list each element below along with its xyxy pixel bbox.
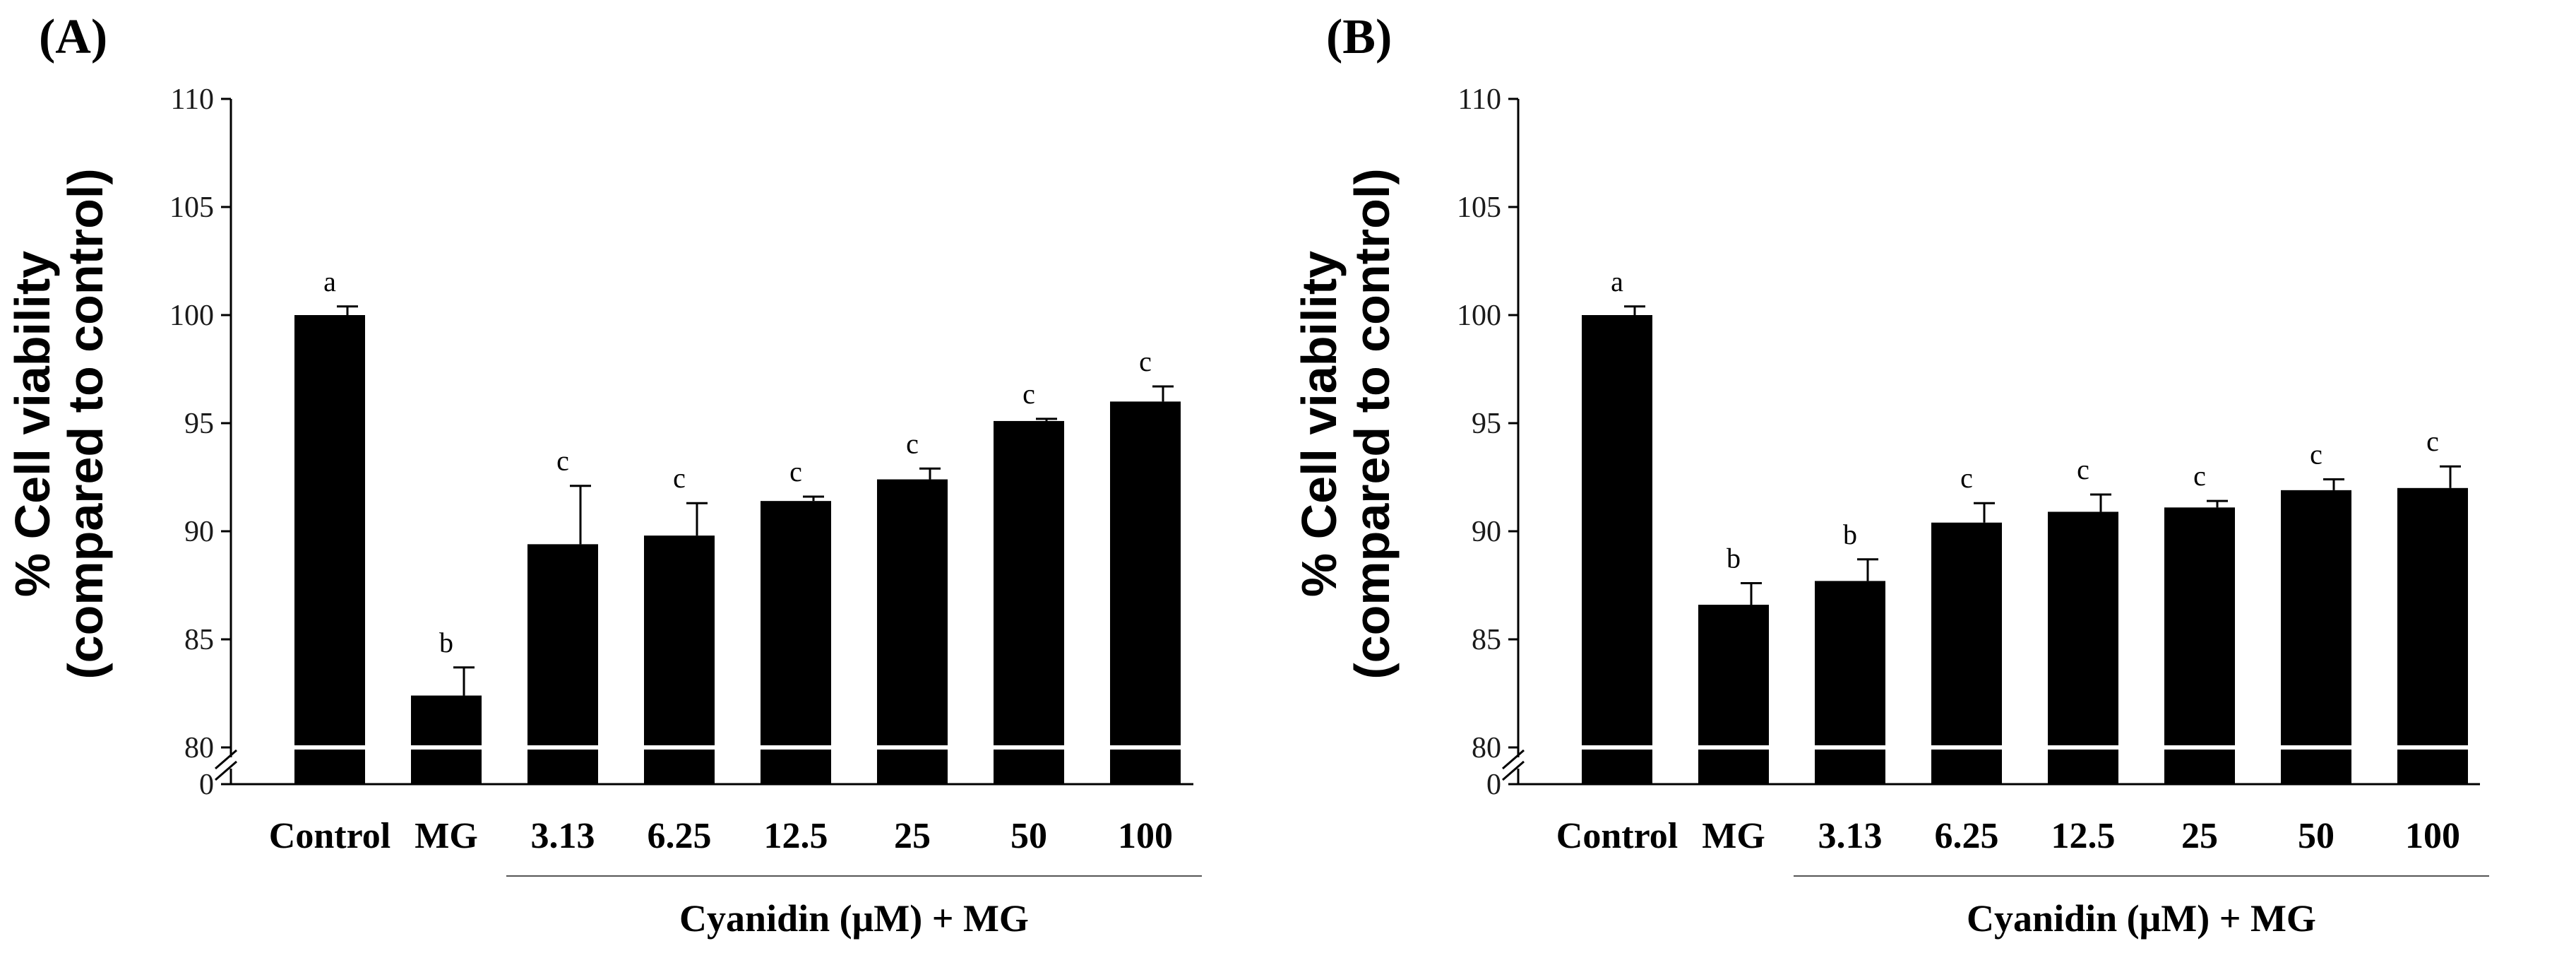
- axis-break-mark: [1502, 760, 1525, 781]
- bar-break-line: [294, 745, 365, 750]
- y-tick-label: 105: [169, 191, 214, 224]
- bar: [994, 420, 1064, 784]
- y-tick-label: 105: [1457, 191, 1501, 224]
- y-tick-label: 95: [1472, 408, 1501, 440]
- x-category-label: 3.13: [531, 816, 595, 856]
- x-category-label: 25: [894, 816, 931, 856]
- x-group-label: Cyanidin (μM) + MG: [679, 897, 1029, 940]
- bar-break-line: [1815, 745, 1885, 750]
- panel-a: (A) % Cell viability(compared to control)…: [5, 10, 1202, 940]
- x-category-label: 25: [2181, 816, 2218, 856]
- bar: [1815, 581, 1885, 784]
- panel-label: (B): [1326, 10, 1392, 64]
- significance-label: c: [789, 456, 802, 487]
- y-tick-label: 85: [184, 624, 214, 656]
- x-category-label: 6.25: [1935, 816, 1999, 856]
- y-tick-label: 110: [171, 83, 214, 116]
- bar-break-line: [994, 745, 1064, 750]
- significance-label: c: [2193, 460, 2206, 492]
- significance-label: c: [1022, 378, 1035, 410]
- x-category-label: MG: [1702, 816, 1765, 856]
- significance-label: c: [1139, 345, 1152, 377]
- panel-b: (B) % Cell viability(compared to control)…: [1292, 10, 2489, 940]
- bar-break-line: [1582, 745, 1652, 750]
- bar: [1931, 522, 2002, 784]
- bar-break-line: [877, 745, 948, 750]
- bar-break-line: [644, 745, 715, 750]
- x-category-label: 100: [2405, 816, 2460, 856]
- y-tick-label: 95: [184, 408, 214, 440]
- bar-break-line: [2397, 745, 2468, 750]
- bar: [2048, 511, 2118, 784]
- bar-break-line: [1698, 745, 1769, 750]
- significance-label: b: [1727, 542, 1741, 574]
- bar-break-line: [1110, 745, 1181, 750]
- y-tick-label: 110: [1458, 83, 1501, 116]
- significance-label: c: [673, 462, 686, 494]
- significance-label: c: [1960, 462, 1973, 494]
- bar-break-line: [1931, 745, 2002, 750]
- x-category-label: MG: [415, 816, 478, 856]
- axis-break-mark: [1502, 749, 1525, 770]
- y-tick-label: 90: [1472, 516, 1501, 548]
- y-tick-label: 80: [184, 732, 214, 764]
- bar-break-line: [527, 745, 598, 750]
- bar: [2164, 507, 2235, 784]
- y-tick-label: 0: [199, 769, 214, 801]
- x-category-label: 100: [1118, 816, 1173, 856]
- significance-label: c: [2310, 439, 2322, 470]
- axis-break-mark: [215, 749, 237, 770]
- significance-label: c: [2426, 425, 2439, 457]
- y-axis-label-line2: (compared to control): [1344, 168, 1400, 679]
- significance-label: c: [2077, 454, 2089, 485]
- y-tick-label: 85: [1472, 624, 1501, 656]
- x-category-label: 12.5: [764, 816, 828, 856]
- significance-label: b: [439, 627, 453, 658]
- x-category-label: 3.13: [1818, 816, 1883, 856]
- bar-break-line: [2281, 745, 2351, 750]
- panel-label: (A): [39, 10, 107, 64]
- significance-label: b: [1843, 519, 1857, 550]
- y-tick-label: 90: [184, 516, 214, 548]
- bar: [1582, 315, 1652, 784]
- significance-label: c: [906, 427, 919, 459]
- y-axis-label-line2: (compared to control): [58, 168, 113, 679]
- bar: [1698, 605, 1769, 784]
- x-category-label: Control: [269, 816, 390, 856]
- y-axis-label-line1: % Cell viability: [5, 251, 60, 597]
- x-category-label: 12.5: [2051, 816, 2116, 856]
- bar: [1110, 401, 1181, 784]
- significance-label: a: [1611, 266, 1623, 297]
- y-tick-label: 100: [169, 300, 214, 332]
- x-category-label: 50: [2298, 816, 2334, 856]
- bar-break-line: [2164, 745, 2235, 750]
- x-category-label: 50: [1010, 816, 1047, 856]
- bar-break-line: [2048, 745, 2118, 750]
- bar: [2397, 487, 2468, 784]
- bar: [761, 501, 831, 784]
- y-axis-label-line1: % Cell viability: [1292, 251, 1347, 597]
- bar: [2281, 490, 2351, 784]
- y-tick-label: 100: [1457, 300, 1501, 332]
- bar: [411, 695, 482, 784]
- bar: [527, 544, 598, 784]
- x-category-label: Control: [1556, 816, 1678, 856]
- significance-label: a: [323, 266, 336, 297]
- y-tick-label: 0: [1486, 769, 1501, 801]
- bar-break-line: [761, 745, 831, 750]
- y-tick-label: 80: [1472, 732, 1501, 764]
- x-group-label: Cyanidin (μM) + MG: [1967, 897, 2316, 940]
- significance-label: c: [556, 445, 569, 477]
- bar-break-line: [411, 745, 482, 750]
- x-category-label: 6.25: [648, 816, 712, 856]
- bar: [644, 535, 715, 784]
- bar: [294, 315, 365, 784]
- axis-break-mark: [215, 760, 237, 781]
- bar: [877, 479, 948, 784]
